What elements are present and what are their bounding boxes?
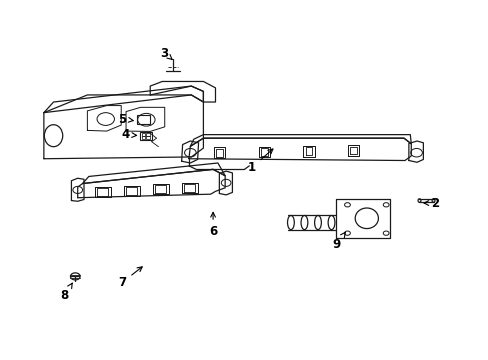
Bar	[141, 133, 145, 136]
Text: 1: 1	[247, 149, 272, 174]
Text: 5: 5	[118, 113, 133, 126]
Text: 8: 8	[61, 283, 72, 302]
Text: 3: 3	[161, 46, 172, 60]
Bar	[145, 133, 149, 136]
Bar	[145, 136, 149, 139]
Text: 6: 6	[208, 212, 217, 238]
Text: 4: 4	[122, 128, 136, 141]
Text: 9: 9	[331, 232, 345, 251]
Bar	[137, 115, 149, 124]
Bar	[140, 132, 151, 140]
Bar	[141, 136, 145, 139]
Text: 7: 7	[119, 267, 142, 289]
Text: 2: 2	[423, 197, 439, 210]
